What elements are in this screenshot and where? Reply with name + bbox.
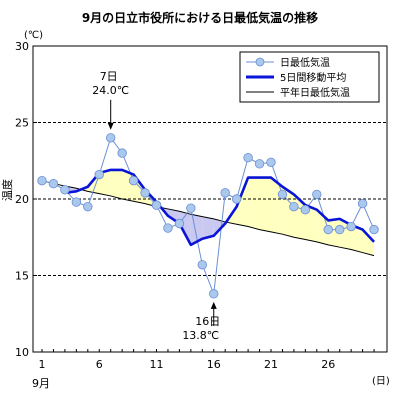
series-lines [41,136,375,295]
data-point-day-20 [254,159,265,169]
x-tick-label: 1 [39,358,46,371]
data-point-day-15 [197,260,208,270]
legend-swatch-marker [255,57,265,67]
legend-item-normal: 平年日最低気温 [246,86,350,99]
x-tick-labels: 1 6 11 16 21 26 [39,349,375,371]
data-point-day-14 [186,203,196,213]
y-tick-label: 30 [15,40,29,53]
legend-item-moving-average: 5日間移動平均 [246,71,346,84]
x-axis-unit: (日) [372,376,390,387]
x-tick-label: 26 [321,358,335,371]
x-tick-label: 6 [96,358,103,371]
legend-label: 平年日最低気温 [280,86,350,99]
data-point-day-26 [323,224,333,235]
data-point-day-29 [357,198,368,209]
y-axis-unit: (℃) [24,30,43,41]
data-point-day-19 [243,152,253,163]
annotation-arrow-head [107,122,114,130]
series-line-moving-average [64,168,375,247]
x-tick-label: 11 [150,358,164,371]
data-point-day-21 [266,157,276,167]
data-point-day-23 [289,201,299,212]
series-line-normal [41,180,375,257]
data-point-day-4 [71,197,82,207]
annotation-label-value: 24.0℃ [92,84,129,97]
data-point-day-12 [163,223,173,233]
series-markers [37,133,379,299]
data-point-day-3 [60,185,70,195]
deviation-fill-segment [236,177,249,227]
deviation-fill-segment [259,177,271,232]
deviation-fill-segment [362,229,375,256]
data-point-day-28 [346,221,356,232]
deviation-fill-segment [110,169,123,199]
x-tick-label: 16 [207,358,221,371]
data-point-day-25 [312,189,322,200]
data-point-day-17 [220,188,230,198]
annotation-arrow-head [210,301,217,309]
annotation-label-value: 13.8℃ [182,329,219,342]
data-point-day-24 [300,205,311,215]
chart-title: 9月の日立市役所における日最低気温の推移 [82,10,318,25]
deviation-fill-segment [351,225,363,253]
series-line-daily-min [41,136,375,295]
y-tick-label: 10 [15,346,29,359]
annotation-label-day: 16日 [195,315,220,328]
data-point-day-2 [48,178,59,189]
data-point-day-30 [369,224,379,235]
data-point-day-10 [140,188,150,198]
y-axis-label: 温度 [0,179,14,201]
legend-label: 5日間移動平均 [280,71,346,84]
data-point-day-22 [277,189,288,200]
deviation-fill-segment [248,177,260,230]
x-axis-month-label: 9月 [32,377,50,390]
y-tick-label: 25 [15,117,29,130]
legend-label: 日最低気温 [280,56,330,69]
x-tick-label: 21 [264,358,278,371]
y-tick-label: 15 [15,270,29,283]
data-point-day-18 [231,194,242,204]
y-tick-labels: 10 15 20 25 30 [15,40,37,359]
data-point-day-1 [37,175,47,186]
data-point-day-8 [117,148,127,158]
gridlines [33,122,387,276]
deviation-fill-segment [305,205,317,242]
legend-item-daily-min: 日最低気温 [246,56,330,69]
deviation-fill-segment [202,216,214,239]
data-point-day-13 [174,218,185,229]
data-point-day-7 [105,133,116,143]
y-tick-label: 20 [15,193,29,206]
data-point-day-6 [94,169,104,180]
data-point-day-5 [83,201,93,212]
data-point-day-9 [128,175,139,186]
data-point-day-27 [335,224,345,235]
data-point-day-11 [151,200,162,210]
annotation-label-day: 7日 [100,70,118,83]
data-point-day-16 [209,289,219,299]
